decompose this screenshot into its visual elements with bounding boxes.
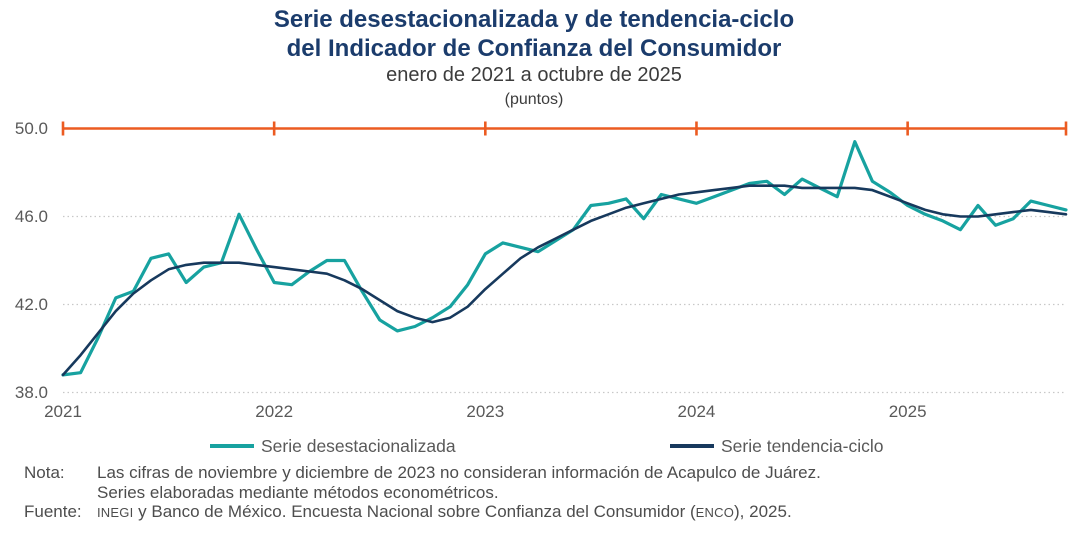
legend: Serie desestacionalizada Serie tendencia… [0,434,1068,458]
legend-label: Serie tendencia-ciclo [721,435,884,456]
fuente-text-part: y Banco de México. Encuesta Nacional sob… [133,502,696,522]
y-axis-tick-label: 38.0 [14,382,48,402]
nota-label: Nota: [24,463,65,482]
small-caps-text: ENCO [695,505,735,521]
y-axis-tick-label: 46.0 [14,206,48,226]
fuente-text-part: ), 2025. [734,502,792,522]
footnotes: Nota: Las cifras de noviembre y diciembr… [24,463,1062,523]
x-axis-tick-label: 2024 [677,402,716,421]
x-axis-tick-label: 2022 [255,402,294,421]
nota-line2: Series elaboradas mediante métodos econo… [97,482,499,502]
teal-line-swatch-icon [210,444,254,448]
x-axis-tick-label: 2021 [44,402,82,421]
chart-title: Serie desestacionalizada y de tendencia-… [0,5,1068,63]
note-row: Nota: Las cifras de noviembre y diciembr… [24,463,1062,502]
chart-subtitle: enero de 2021 a octubre de 2025 [386,64,682,86]
nota-text: Las cifras de noviembre y diciembre de 2… [97,463,1062,502]
x-axis-tick-label: 2023 [466,402,505,421]
small-caps-text: INEGI [97,505,134,521]
y-axis-tick-label: 50.0 [14,118,48,138]
y-axis-tick-label: 42.0 [14,294,48,314]
legend-label: Serie desestacionalizada [261,435,456,456]
nota-line1: Las cifras de noviembre y diciembre de 2… [97,463,821,482]
legend-item-desestacionalizada: Serie desestacionalizada [210,434,456,458]
chart-title-line2: del Indicador de Confianza del Consumido… [286,35,782,62]
fuente-label: Fuente: [24,502,82,522]
navy-line-swatch-icon [670,444,714,448]
legend-item-tendencia-ciclo: Serie tendencia-ciclo [670,434,883,458]
chart-title-line1: Serie desestacionalizada y de tendencia-… [273,6,795,33]
fuente-row: Fuente: INEGI y Banco de México. Encuest… [24,502,1062,523]
fuente-text: INEGI y Banco de México. Encuesta Nacion… [97,502,1062,523]
x-axis-tick-label: 2025 [888,402,927,421]
chart-units-label: (puntos) [504,91,564,108]
